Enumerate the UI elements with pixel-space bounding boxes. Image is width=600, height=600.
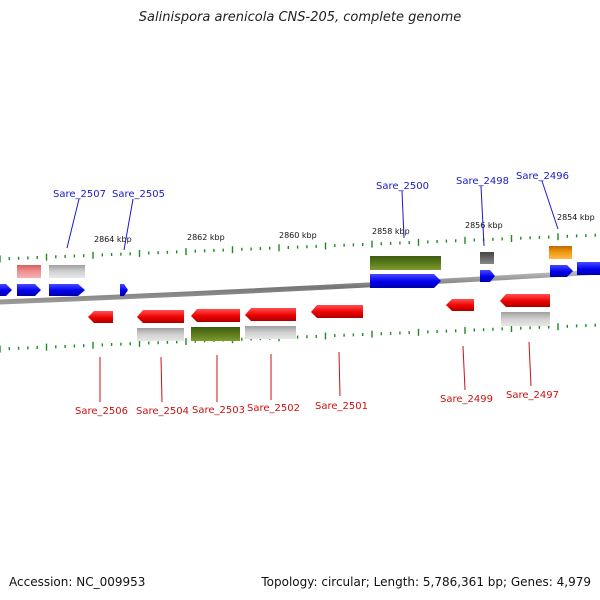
cds-forward[interactable]	[49, 284, 85, 296]
cds-reverse[interactable]	[446, 299, 474, 311]
gene-label-sare-2504[interactable]: Sare_2504	[136, 406, 189, 417]
cds-reverse[interactable]	[137, 310, 184, 323]
gene-label-sare-2496[interactable]: Sare_2496	[516, 171, 569, 182]
feature-dark-gray[interactable]	[480, 252, 494, 264]
genome-backbone	[0, 269, 600, 305]
feature-olive[interactable]	[370, 256, 441, 270]
gene-label-sare-2503[interactable]: Sare_2503	[192, 405, 245, 416]
feature-pink[interactable]	[17, 265, 41, 278]
kbp-label-2858: 2858 kbp	[372, 227, 410, 236]
gene-label-sare-2506[interactable]: Sare_2506	[75, 406, 128, 417]
bottom-tick-row	[0, 323, 596, 353]
feature-orange[interactable]	[549, 246, 572, 259]
kbp-label-2864: 2864 kbp	[94, 235, 132, 244]
gene-label-sare-2498[interactable]: Sare_2498	[456, 176, 509, 187]
accession-text: Accession: NC_009953	[9, 575, 146, 589]
cds-forward[interactable]	[577, 262, 600, 275]
gene-label-sare-2500[interactable]: Sare_2500	[376, 181, 429, 192]
cds-reverse[interactable]	[245, 308, 296, 321]
cds-reverse[interactable]	[191, 309, 240, 322]
gene-label-sare-2502[interactable]: Sare_2502	[247, 403, 300, 414]
cds-forward[interactable]	[370, 274, 441, 288]
gene-label-sare-2501[interactable]: Sare_2501	[315, 401, 368, 412]
feature-gray[interactable]	[49, 265, 85, 278]
kbp-label-2856: 2856 kbp	[465, 221, 503, 230]
cds-reverse[interactable]	[500, 294, 550, 307]
gene-label-sare-2505[interactable]: Sare_2505	[112, 189, 165, 200]
top-callouts	[66, 180, 559, 251]
cds-forward[interactable]	[550, 265, 573, 277]
feature-gray[interactable]	[137, 328, 184, 341]
kbp-label-2862: 2862 kbp	[187, 233, 225, 242]
kbp-label-2860: 2860 kbp	[279, 231, 317, 240]
top-tick-row	[0, 233, 596, 263]
gene-label-sare-2507[interactable]: Sare_2507	[53, 189, 106, 200]
cds-forward[interactable]	[480, 270, 495, 282]
cds-reverse[interactable]	[88, 311, 113, 323]
feature-gray[interactable]	[245, 326, 296, 339]
cds-forward[interactable]	[17, 284, 41, 296]
cds-forward[interactable]	[120, 284, 128, 296]
bottom-callouts	[99, 341, 532, 403]
feature-gray[interactable]	[501, 312, 550, 326]
kbp-label-2854: 2854 kbp	[557, 213, 595, 222]
gene-label-sare-2497[interactable]: Sare_2497	[506, 390, 559, 401]
gene-label-sare-2499[interactable]: Sare_2499	[440, 394, 493, 405]
feature-olive[interactable]	[191, 327, 240, 341]
cds-forward[interactable]	[0, 284, 12, 296]
map-title: Salinispora arenicola CNS-205, complete …	[138, 10, 462, 25]
genome-summary-text: Topology: circular; Length: 5,786,361 bp…	[261, 575, 591, 589]
cds-reverse[interactable]	[311, 305, 363, 318]
